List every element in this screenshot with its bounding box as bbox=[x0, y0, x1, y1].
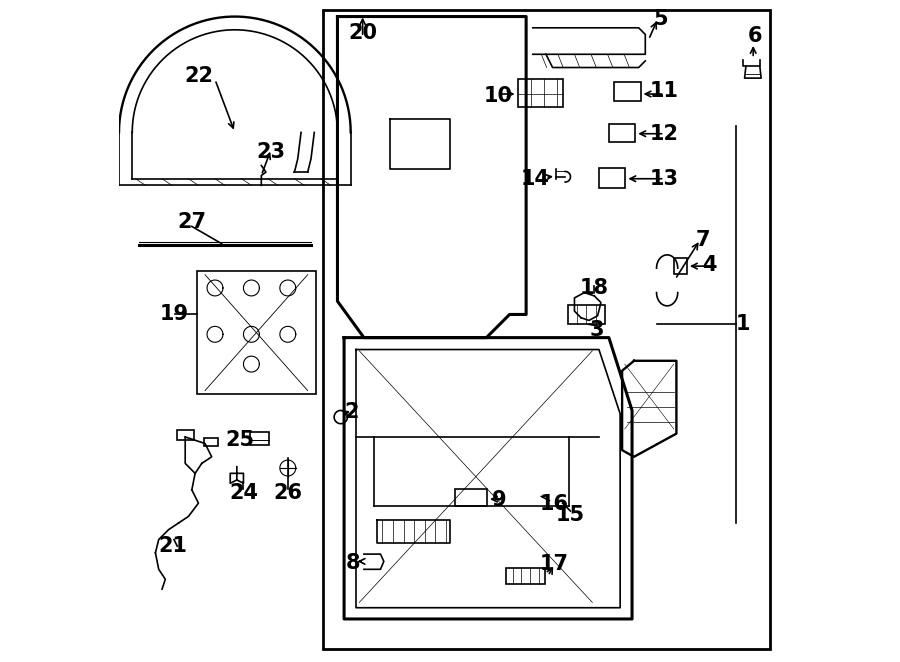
Text: 19: 19 bbox=[159, 305, 188, 324]
Bar bbox=[507, 568, 544, 584]
Bar bbox=[323, 10, 770, 649]
Text: 18: 18 bbox=[580, 278, 608, 298]
Text: 9: 9 bbox=[491, 490, 507, 510]
Text: 12: 12 bbox=[650, 124, 679, 144]
Bar bbox=[203, 438, 219, 446]
Text: 8: 8 bbox=[346, 553, 360, 573]
Text: 1: 1 bbox=[735, 314, 750, 334]
Text: 16: 16 bbox=[540, 495, 569, 514]
Text: 15: 15 bbox=[556, 505, 585, 525]
Text: 6: 6 bbox=[747, 26, 761, 46]
Bar bbox=[177, 430, 194, 440]
Text: 22: 22 bbox=[184, 66, 213, 86]
Text: 4: 4 bbox=[702, 255, 716, 275]
Text: 25: 25 bbox=[226, 430, 255, 450]
Bar bbox=[609, 124, 635, 142]
Text: 7: 7 bbox=[696, 230, 710, 250]
Text: 11: 11 bbox=[650, 81, 679, 101]
Text: 2: 2 bbox=[345, 402, 359, 422]
Bar bbox=[455, 489, 487, 506]
Bar bbox=[250, 432, 268, 445]
Bar bbox=[518, 79, 562, 107]
Text: 5: 5 bbox=[653, 9, 668, 28]
Text: 26: 26 bbox=[274, 483, 302, 503]
Bar bbox=[568, 305, 605, 324]
Text: 27: 27 bbox=[177, 212, 206, 232]
Text: 14: 14 bbox=[520, 169, 549, 189]
Bar bbox=[197, 271, 316, 394]
Text: 20: 20 bbox=[348, 23, 377, 43]
Bar bbox=[598, 168, 625, 188]
Text: 21: 21 bbox=[158, 536, 188, 556]
Text: 24: 24 bbox=[229, 483, 258, 503]
Text: 13: 13 bbox=[650, 169, 679, 189]
Bar bbox=[674, 258, 687, 274]
Text: 23: 23 bbox=[256, 142, 286, 162]
Text: 10: 10 bbox=[484, 86, 513, 106]
Bar bbox=[614, 82, 641, 101]
Text: 3: 3 bbox=[590, 320, 604, 340]
Text: 17: 17 bbox=[540, 554, 569, 574]
